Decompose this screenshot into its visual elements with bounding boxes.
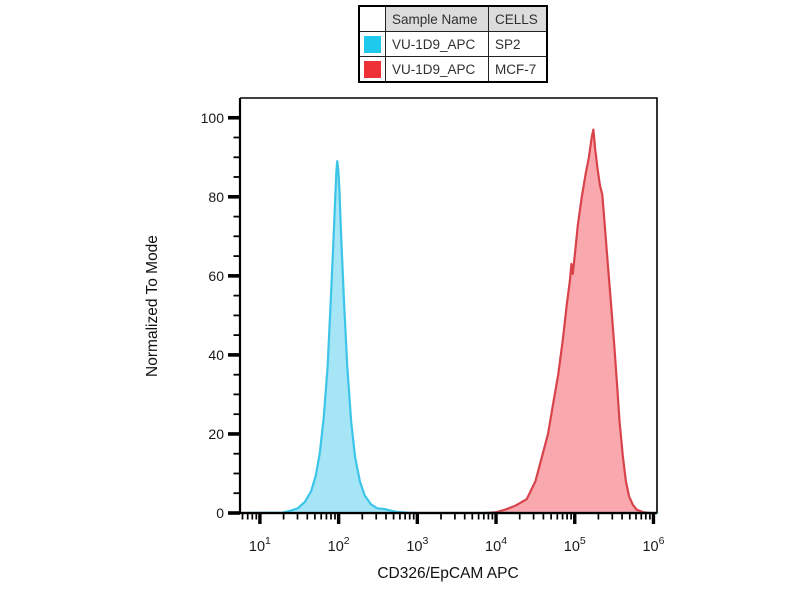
sp2-cells: SP2 bbox=[488, 31, 547, 57]
x-tick-label: 106 bbox=[642, 535, 664, 555]
legend-row-mcf7: VU-1D9_APC MCF-7 bbox=[358, 56, 547, 83]
x-tick-label: 103 bbox=[406, 535, 428, 555]
y-tick-label: 20 bbox=[208, 426, 224, 442]
mcf7-color-swatch bbox=[364, 60, 381, 78]
mcf7-sample-name: VU-1D9_APC bbox=[385, 56, 489, 83]
legend-row-sp2: VU-1D9_APC SP2 bbox=[358, 31, 547, 57]
y-axis-title: Normalized To Mode bbox=[144, 235, 161, 377]
y-tick-label: 80 bbox=[208, 189, 224, 205]
plot-border-top-right bbox=[240, 97, 658, 513]
legend-header-sample-name: Sample Name bbox=[385, 5, 489, 32]
legend-header-cells: CELLS bbox=[488, 5, 547, 32]
y-tick-label: 0 bbox=[216, 505, 224, 521]
mcf7-cells: MCF-7 bbox=[488, 56, 547, 83]
x-tick-label: 104 bbox=[485, 535, 507, 555]
y-tick-label: 40 bbox=[208, 347, 224, 363]
x-tick-label: 101 bbox=[249, 535, 271, 555]
x-tick-label: 102 bbox=[328, 535, 350, 555]
mcf7-curve bbox=[238, 128, 659, 515]
legend-header-row: Sample Name CELLS bbox=[358, 5, 547, 32]
legend-table: Sample Name CELLS VU-1D9_APC SP2 VU-1D9_… bbox=[358, 5, 548, 83]
legend-header-swatch bbox=[358, 5, 386, 32]
y-tick-label: 60 bbox=[208, 268, 224, 284]
sp2-sample-name: VU-1D9_APC bbox=[385, 31, 489, 57]
sp2-color-swatch bbox=[364, 35, 381, 53]
plot-area: 101 102 103 104 105 106 0 20 40 60 80 100 bbox=[201, 97, 665, 555]
x-tick-label: 105 bbox=[564, 535, 586, 555]
y-tick-label: 100 bbox=[201, 110, 225, 126]
sp2-curve bbox=[238, 160, 659, 515]
x-axis-title: CD326/EpCAM APC bbox=[377, 565, 518, 582]
